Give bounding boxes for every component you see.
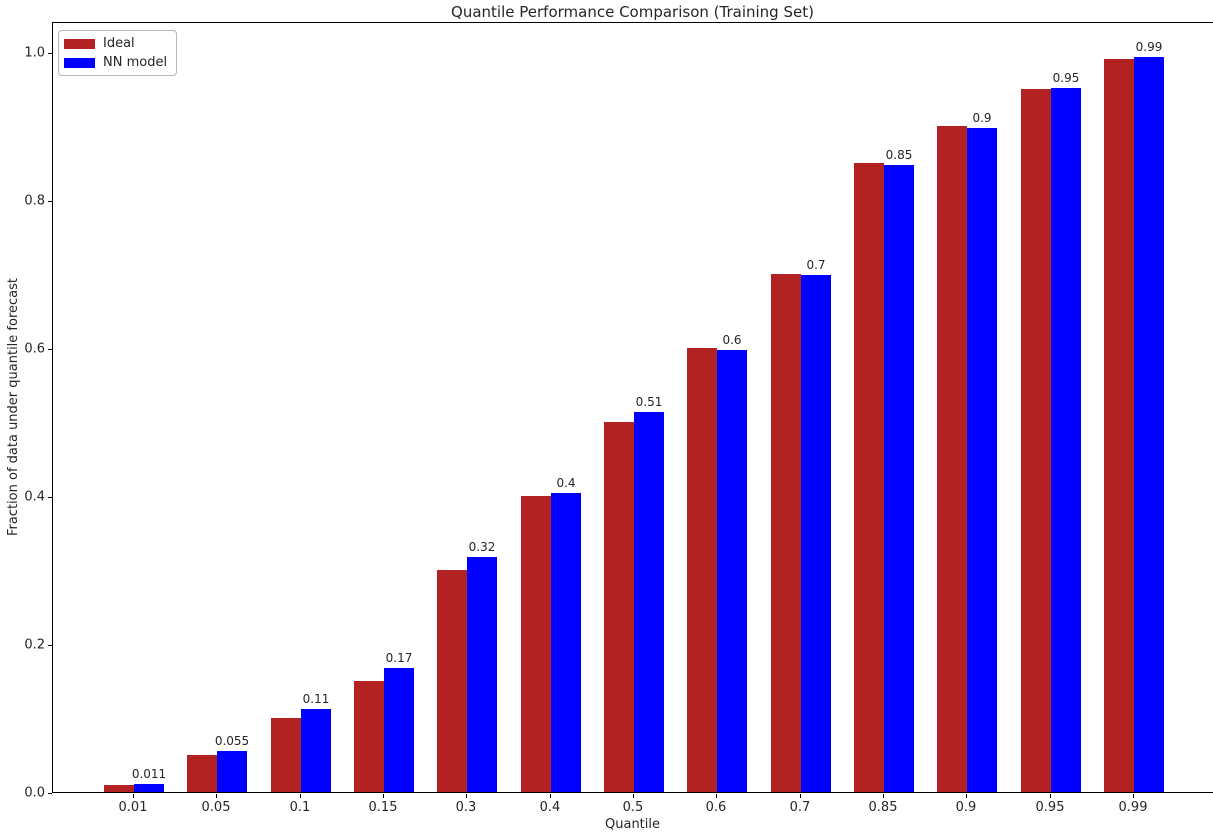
y-tick-mark <box>48 793 52 794</box>
nn-bar-0.4 <box>551 493 581 792</box>
x-tick-mark <box>383 794 384 798</box>
x-tick-label-0.01: 0.01 <box>118 800 148 815</box>
nn-bar-0.05 <box>217 751 247 792</box>
x-tick-label-0.1: 0.1 <box>289 800 311 815</box>
bar-value-label-0.7: 0.7 <box>806 258 826 272</box>
bar-value-label-0.95: 0.95 <box>1052 71 1080 85</box>
y-tick-label-0.8: 0.8 <box>24 193 45 209</box>
bar-value-label-0.9: 0.9 <box>972 111 992 125</box>
y-tick-label-0.6: 0.6 <box>24 341 45 357</box>
nn-bar-0.9 <box>967 128 997 792</box>
ideal-bar-0.05 <box>187 755 217 792</box>
ideal-bar-0.5 <box>604 422 634 792</box>
y-tick-mark <box>48 497 52 498</box>
bar-value-label-0.99: 0.99 <box>1135 40 1163 54</box>
x-tick-mark <box>1133 794 1134 798</box>
x-tick-mark <box>466 794 467 798</box>
x-tick-label-0.7: 0.7 <box>789 800 811 815</box>
ideal-bar-0.4 <box>521 496 551 792</box>
ideal-bar-0.01 <box>104 785 134 792</box>
x-tick-label-0.05: 0.05 <box>201 800 231 815</box>
legend-item-ideal: Ideal <box>64 36 167 51</box>
x-tick-mark <box>716 794 717 798</box>
nn-bar-0.95 <box>1051 88 1081 792</box>
legend-swatch-ideal <box>64 38 95 49</box>
x-tick-mark <box>800 794 801 798</box>
nn-bar-0.7 <box>801 275 831 792</box>
y-tick-label-0.0: 0.0 <box>24 785 45 801</box>
legend-item-nn: NN model <box>64 55 167 70</box>
nn-bar-0.6 <box>717 350 747 792</box>
nn-bar-0.5 <box>634 412 664 792</box>
y-tick-label-1.0: 1.0 <box>24 45 45 61</box>
x-tick-label-0.9: 0.9 <box>955 800 977 815</box>
x-tick-label-0.85: 0.85 <box>868 800 898 815</box>
x-tick-label-0.99: 0.99 <box>1118 800 1148 815</box>
y-tick-mark <box>48 645 52 646</box>
bar-value-label-0.1: 0.11 <box>302 692 330 706</box>
bar-value-label-0.5: 0.51 <box>635 395 663 409</box>
legend-label-nn: NN model <box>103 55 168 70</box>
x-tick-label-0.4: 0.4 <box>539 800 561 815</box>
bar-value-label-0.85: 0.85 <box>885 148 913 162</box>
x-tick-mark <box>966 794 967 798</box>
x-tick-mark <box>133 794 134 798</box>
ideal-bar-0.99 <box>1104 59 1134 792</box>
ideal-bar-0.85 <box>854 163 884 792</box>
nn-bar-0.99 <box>1134 57 1164 792</box>
nn-bar-0.01 <box>134 784 164 792</box>
legend: Ideal NN model <box>58 30 178 76</box>
y-tick-mark <box>48 201 52 202</box>
bar-value-label-0.3: 0.32 <box>468 540 496 554</box>
x-tick-mark <box>550 794 551 798</box>
y-tick-mark <box>48 53 52 54</box>
ideal-bar-0.6 <box>687 348 717 792</box>
x-tick-label-0.3: 0.3 <box>455 800 477 815</box>
ideal-bar-0.9 <box>937 126 967 792</box>
x-tick-mark <box>216 794 217 798</box>
x-tick-label-0.5: 0.5 <box>622 800 644 815</box>
ideal-bar-0.3 <box>437 570 467 792</box>
x-tick-label-0.15: 0.15 <box>368 800 398 815</box>
ideal-bar-0.1 <box>271 718 301 792</box>
chart-title: Quantile Performance Comparison (Trainin… <box>451 3 814 21</box>
nn-bar-0.85 <box>884 165 914 792</box>
bar-value-label-0.15: 0.17 <box>385 651 413 665</box>
x-tick-label-0.95: 0.95 <box>1035 800 1065 815</box>
ideal-bar-0.7 <box>771 274 801 792</box>
bar-value-label-0.6: 0.6 <box>722 333 742 347</box>
legend-label-ideal: Ideal <box>103 36 135 51</box>
bar-value-label-0.4: 0.4 <box>556 476 576 490</box>
nn-bar-0.15 <box>384 668 414 792</box>
legend-swatch-nn <box>64 57 95 68</box>
x-tick-mark <box>1050 794 1051 798</box>
x-tick-mark <box>633 794 634 798</box>
bar-value-label-0.01: 0.011 <box>131 767 167 781</box>
x-axis-label: Quantile <box>605 817 660 832</box>
y-tick-label-0.2: 0.2 <box>24 637 45 653</box>
x-tick-label-0.6: 0.6 <box>705 800 727 815</box>
y-axis-label: Fraction of data under quantile forecast <box>5 278 21 537</box>
y-tick-label-0.4: 0.4 <box>24 489 45 505</box>
x-tick-mark <box>883 794 884 798</box>
y-axis-label-wrap: Fraction of data under quantile forecast <box>4 22 22 793</box>
x-tick-mark <box>300 794 301 798</box>
bar-value-label-0.05: 0.055 <box>214 734 250 748</box>
ideal-bar-0.15 <box>354 681 384 792</box>
nn-bar-0.1 <box>301 709 331 792</box>
plot-area: 0.011 0.055 0.11 0.17 0.32 0.4 0.51 0.6 0.7 0.85 0… <box>52 22 1213 793</box>
nn-bar-0.3 <box>467 557 497 792</box>
y-tick-mark <box>48 349 52 350</box>
ideal-bar-0.95 <box>1021 89 1051 792</box>
